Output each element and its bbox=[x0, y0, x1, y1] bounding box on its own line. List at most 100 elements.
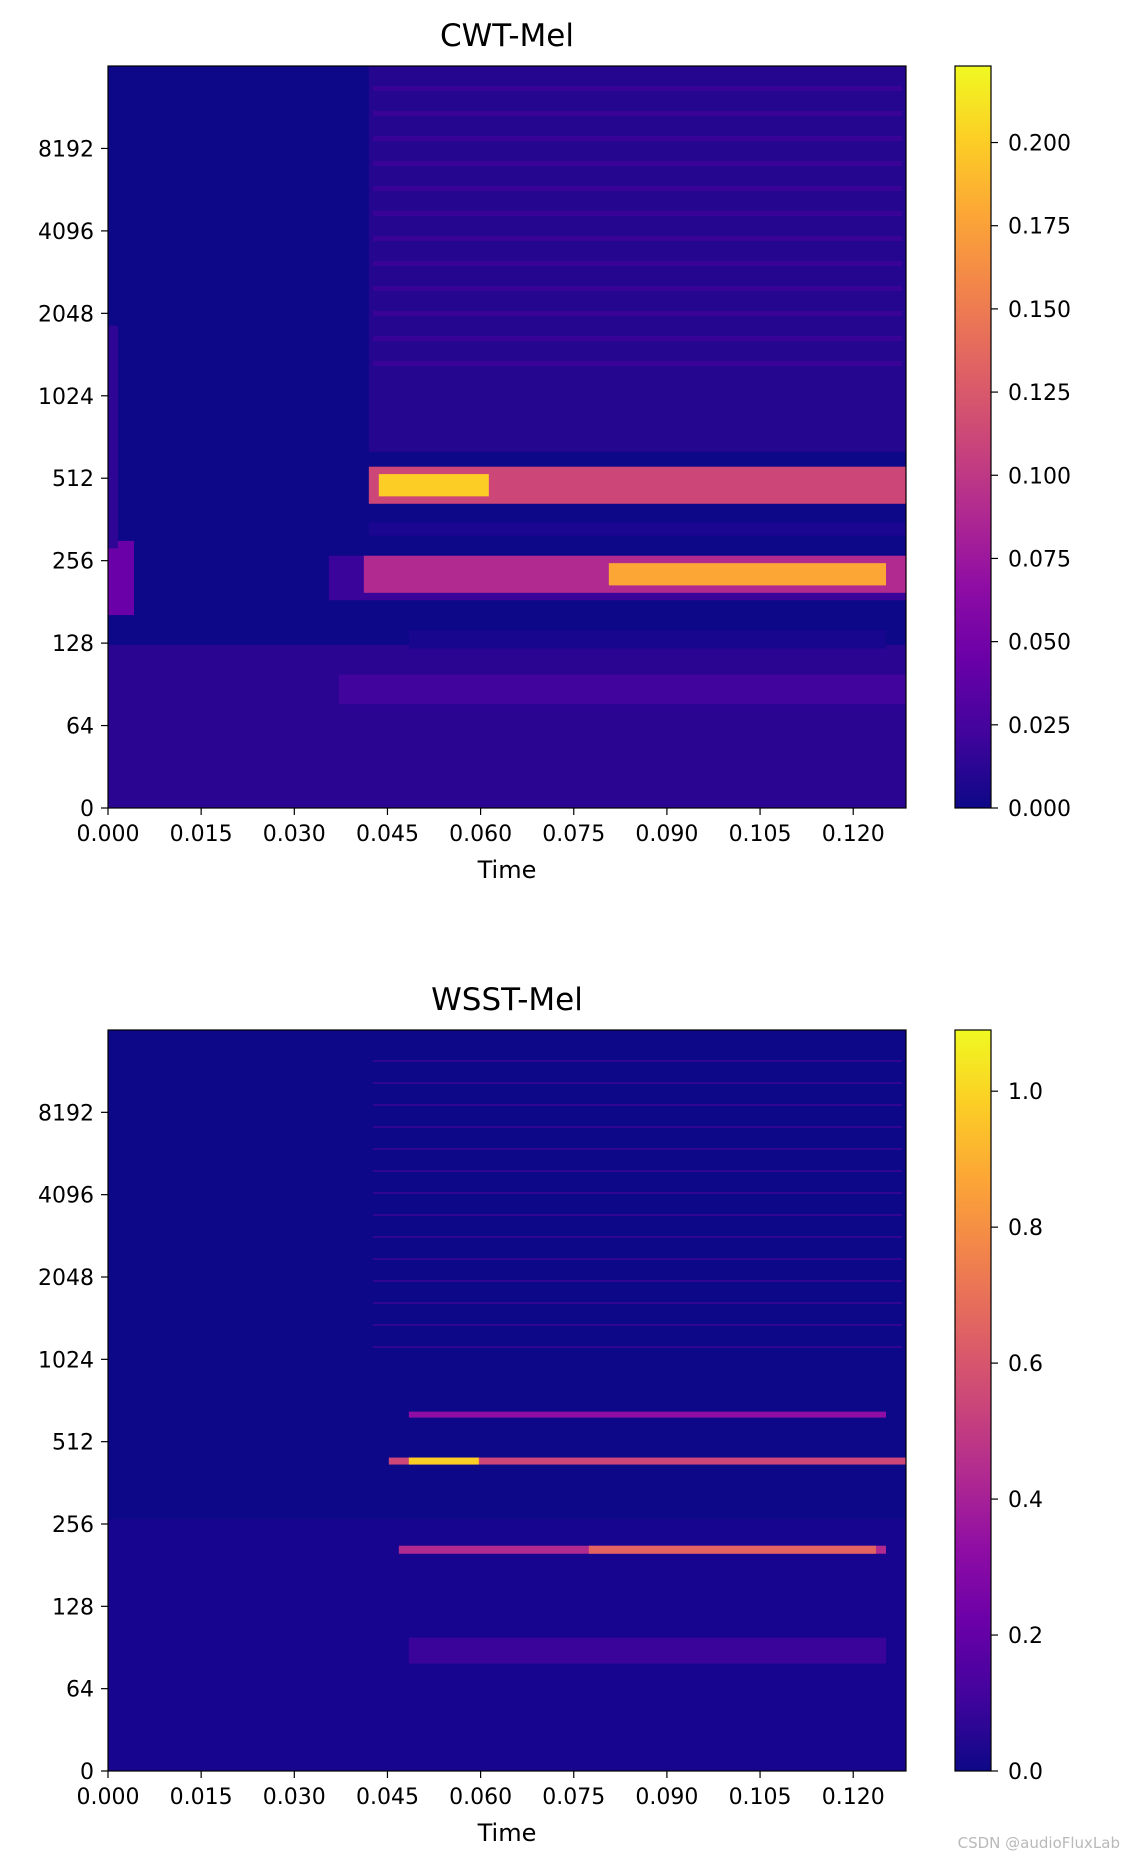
y-tick-label: 128 bbox=[52, 1595, 94, 1620]
colorbar-tick-label: 0.200 bbox=[1008, 132, 1071, 157]
colorbar-tick-label: 0.025 bbox=[1008, 714, 1071, 739]
colorbar-tick-label: 0.125 bbox=[1008, 381, 1071, 406]
dark-gap bbox=[368, 522, 906, 536]
x-tick-label: 0.060 bbox=[449, 822, 512, 847]
plot-frame bbox=[107, 1029, 907, 1772]
y-tick-label: 64 bbox=[66, 715, 94, 740]
x-tick-label: 0.060 bbox=[449, 1785, 512, 1810]
x-tick-label: 0.000 bbox=[77, 1785, 140, 1810]
high-freq-streak bbox=[372, 1148, 902, 1150]
colorbar bbox=[954, 65, 992, 809]
x-tick-label: 0.105 bbox=[729, 1785, 792, 1810]
chart-panel-1: CWT-Mel 0 64 128 256 512 1024 2048 4096 8192 0.000… bbox=[38, 18, 1071, 884]
colorbar-tick-label: 0.100 bbox=[1008, 464, 1071, 489]
x-tick-label: 0.090 bbox=[635, 1785, 698, 1810]
x-tick-label: 0.075 bbox=[542, 1785, 605, 1810]
x-axis-label: Time bbox=[477, 1819, 537, 1847]
high-freq-streak bbox=[372, 1104, 902, 1106]
x-tick-label: 0.030 bbox=[263, 1785, 326, 1810]
high-freq-streak bbox=[372, 1214, 902, 1216]
colorbar-tick-label: 0.0 bbox=[1008, 1760, 1043, 1785]
ridge-440hz-peak bbox=[408, 1457, 479, 1465]
high-freq-ridge bbox=[372, 186, 902, 191]
x-tick-label: 0.075 bbox=[542, 822, 605, 847]
ridge-210hz-peak bbox=[608, 563, 886, 586]
high-freq-ridge bbox=[372, 236, 902, 241]
x-tick-label: 0.120 bbox=[822, 822, 885, 847]
colorbar-tick-label: 0.075 bbox=[1008, 547, 1071, 572]
y-tick-label: 512 bbox=[52, 467, 94, 492]
plot-frame bbox=[107, 65, 907, 809]
high-freq-ridge bbox=[372, 336, 902, 341]
colorbar bbox=[954, 1029, 992, 1772]
x-tick-label: 0.045 bbox=[356, 822, 419, 847]
high-freq-ridge bbox=[372, 261, 902, 266]
y-tick-label: 8192 bbox=[38, 1101, 94, 1126]
y-tick-label: 0 bbox=[80, 797, 94, 822]
x-tick-label: 0.030 bbox=[263, 822, 326, 847]
y-tick-label: 8192 bbox=[38, 137, 94, 162]
heatmap-area bbox=[108, 1030, 906, 1771]
high-freq-texture bbox=[368, 66, 906, 452]
chart-panel-2: WSST-Mel06412825651210242048409681920.00… bbox=[38, 982, 1043, 1847]
low-band-energy bbox=[108, 644, 906, 808]
high-freq-ridge bbox=[372, 361, 902, 366]
colorbar-tick-label: 0.4 bbox=[1008, 1488, 1043, 1513]
high-freq-ridge bbox=[372, 136, 902, 141]
high-freq-ridge bbox=[372, 161, 902, 166]
high-freq-streak bbox=[372, 1324, 902, 1326]
y-tick-label: 2048 bbox=[38, 302, 94, 327]
ridge-520hz bbox=[408, 1411, 886, 1418]
high-freq-streak bbox=[372, 1346, 902, 1348]
x-tick-label: 0.000 bbox=[77, 822, 140, 847]
chart-title: WSST-Mel bbox=[431, 982, 583, 1018]
x-tick-label: 0.015 bbox=[170, 822, 233, 847]
high-freq-streak bbox=[372, 1060, 902, 1062]
high-freq-streak bbox=[372, 1280, 902, 1282]
low-band-energy bbox=[338, 674, 906, 705]
high-freq-ridge bbox=[372, 211, 902, 216]
y-tick-label: 1024 bbox=[38, 1348, 94, 1373]
high-freq-streak bbox=[372, 1258, 902, 1260]
x-tick-label: 0.120 bbox=[822, 1785, 885, 1810]
colorbar-tick-label: 0.050 bbox=[1008, 631, 1071, 656]
high-freq-streak bbox=[372, 1082, 902, 1084]
high-freq-ridge bbox=[372, 286, 902, 291]
edge-glow bbox=[108, 540, 134, 616]
y-tick-label: 2048 bbox=[38, 1266, 94, 1291]
ridge-210hz-peak bbox=[588, 1545, 876, 1554]
y-tick-label: 128 bbox=[52, 632, 94, 657]
watermark: CSDN @audioFluxLab bbox=[957, 1834, 1120, 1852]
high-freq-streak bbox=[372, 1236, 902, 1238]
colorbar-tick-label: 0.150 bbox=[1008, 298, 1071, 323]
heatmap-area bbox=[108, 66, 906, 808]
colorbar-tick-label: 1.0 bbox=[1008, 1080, 1043, 1105]
high-freq-streak bbox=[372, 1302, 902, 1304]
ridge-420hz-peak bbox=[378, 474, 489, 497]
x-axis-label: Time bbox=[477, 856, 537, 884]
x-tick-label: 0.045 bbox=[356, 1785, 419, 1810]
colorbar-tick-label: 0.000 bbox=[1008, 797, 1071, 822]
colorbar-tick-label: 0.175 bbox=[1008, 215, 1071, 240]
edge-glow bbox=[108, 325, 118, 549]
x-tick-label: 0.090 bbox=[635, 822, 698, 847]
y-tick-label: 4096 bbox=[38, 1184, 94, 1209]
y-tick-label: 256 bbox=[52, 1513, 94, 1538]
y-tick-label: 256 bbox=[52, 550, 94, 575]
ridge-440hz bbox=[388, 1457, 906, 1465]
y-tick-label: 0 bbox=[80, 1760, 94, 1785]
low-band-energy bbox=[408, 1637, 886, 1664]
y-tick-label: 1024 bbox=[38, 385, 94, 410]
x-tick-label: 0.015 bbox=[170, 1785, 233, 1810]
dark-trough bbox=[408, 629, 886, 649]
high-freq-ridge bbox=[372, 86, 902, 91]
colorbar-tick-label: 0.6 bbox=[1008, 1352, 1043, 1377]
y-tick-label: 512 bbox=[52, 1431, 94, 1456]
colorbar-tick-label: 0.8 bbox=[1008, 1216, 1043, 1241]
colorbar-tick-label: 0.2 bbox=[1008, 1624, 1043, 1649]
high-freq-ridge bbox=[372, 311, 902, 316]
high-freq-streak bbox=[372, 1170, 902, 1172]
chart-title: CWT-Mel bbox=[440, 18, 574, 54]
high-freq-ridge bbox=[372, 111, 902, 116]
